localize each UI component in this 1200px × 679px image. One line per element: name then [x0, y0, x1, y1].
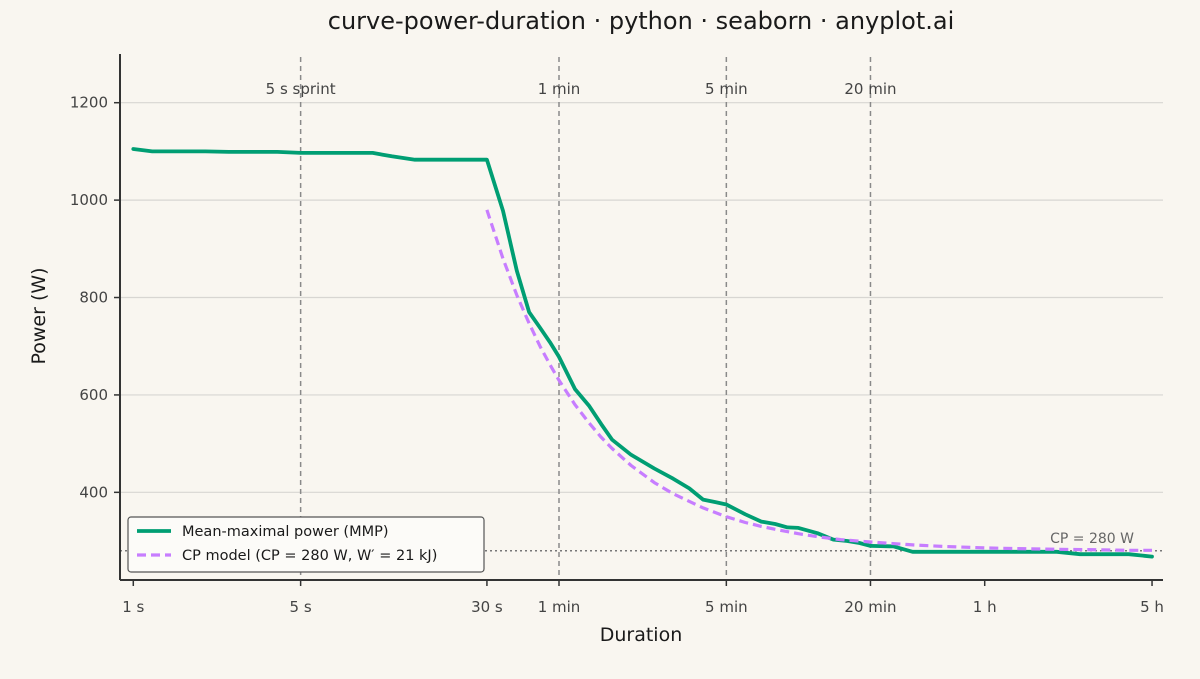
mmp-line — [131, 147, 1154, 559]
duration-marker-label: 5 s sprint — [266, 80, 336, 98]
series-layer — [131, 147, 1154, 559]
y-tick-label: 1000 — [70, 191, 108, 209]
x-tick-label: 5 min — [705, 598, 748, 616]
axis-layer: 400 600 800 1000 1200 1 s 5 s 30 s 1 min 5 min 20 … — [70, 54, 1164, 616]
marker-layer: 5 s sprint 1 min 5 min 20 min — [266, 57, 897, 580]
y-axis-title: Power (W) — [28, 267, 50, 364]
cp-model-line — [485, 209, 1152, 552]
duration-marker-label: 5 min — [705, 80, 748, 98]
cp-line-label: CP = 280 W — [1050, 531, 1134, 547]
legend-box — [127, 516, 485, 573]
x-axis-title: Duration — [600, 624, 683, 646]
duration-marker-label: 1 min — [538, 80, 581, 98]
cp-layer: CP = 280 W — [120, 531, 1163, 552]
y-tick-label: 1200 — [70, 94, 108, 112]
legend-label-cp-model: CP model (CP = 280 W, W′ = 21 kJ) — [182, 548, 437, 564]
x-tick-label: 1 min — [538, 598, 581, 616]
x-tick-label: 5 s — [290, 598, 312, 616]
x-tick-label: 30 s — [471, 598, 503, 616]
x-tick-label: 1 s — [122, 598, 144, 616]
y-tick-label: 800 — [79, 289, 108, 307]
chart-title: curve-power-duration · python · seaborn … — [328, 7, 954, 35]
grid-layer — [120, 102, 1163, 493]
y-tick-label: 600 — [79, 386, 108, 404]
duration-marker-label: 20 min — [844, 80, 896, 98]
x-tick-label: 1 h — [973, 598, 997, 616]
x-tick-label: 5 h — [1140, 598, 1164, 616]
legend: Mean-maximal power (MMP) CP model (CP = 2… — [127, 516, 485, 573]
x-tick-label: 20 min — [844, 598, 896, 616]
legend-label-mmp: Mean-maximal power (MMP) — [182, 524, 389, 540]
y-tick-label: 400 — [79, 483, 108, 501]
